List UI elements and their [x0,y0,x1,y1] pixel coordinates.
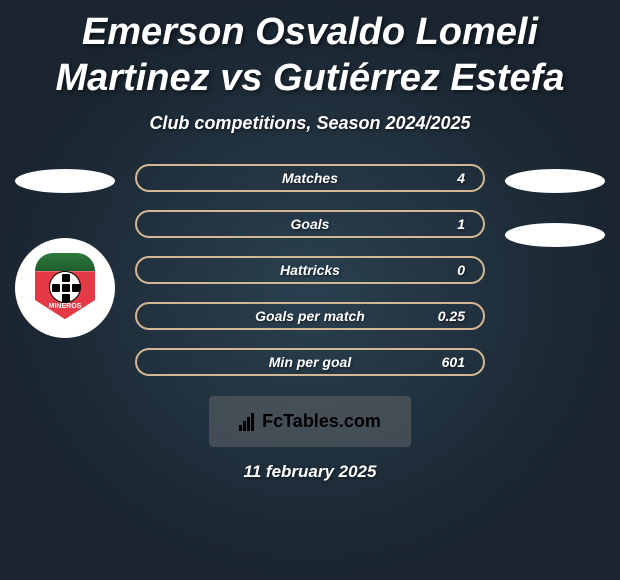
stat-value: 0.25 [438,308,465,324]
stat-row-matches: Matches 4 [135,164,485,192]
player2-marker-1 [505,169,605,193]
left-player-column: MINEROS [15,164,115,338]
stat-value: 4 [457,170,465,186]
stat-label: Min per goal [269,354,351,370]
stat-row-hattricks: Hattricks 0 [135,256,485,284]
stats-list: Matches 4 Goals 1 Hattricks 0 Goals per … [135,164,485,376]
brand-name: FcTables.com [262,411,381,432]
chart-icon [239,413,254,431]
stat-label: Goals per match [255,308,365,324]
date-label: 11 february 2025 [244,462,377,482]
shield-icon: MINEROS [35,253,95,323]
stat-value: 601 [442,354,465,370]
soccer-ball-icon [49,271,81,303]
right-player-column [505,164,605,247]
team-name-label: MINEROS [35,303,95,310]
stat-label: Hattricks [280,262,340,278]
comparison-title: Emerson Osvaldo Lomeli Martinez vs Gutié… [15,10,605,101]
stat-row-mpg: Min per goal 601 [135,348,485,376]
player2-marker-2 [505,223,605,247]
stat-value: 1 [457,216,465,232]
main-container: Emerson Osvaldo Lomeli Martinez vs Gutié… [0,0,620,492]
stat-label: Goals [291,216,330,232]
stat-row-goals: Goals 1 [135,210,485,238]
stat-value: 0 [457,262,465,278]
season-subtitle: Club competitions, Season 2024/2025 [149,113,470,134]
player1-marker [15,169,115,193]
stat-label: Matches [282,170,338,186]
stats-area: MINEROS Matches 4 Goals 1 Hattricks 0 Go… [15,164,605,376]
team-logo: MINEROS [15,238,115,338]
brand-box: FcTables.com [209,396,411,447]
stat-row-gpm: Goals per match 0.25 [135,302,485,330]
